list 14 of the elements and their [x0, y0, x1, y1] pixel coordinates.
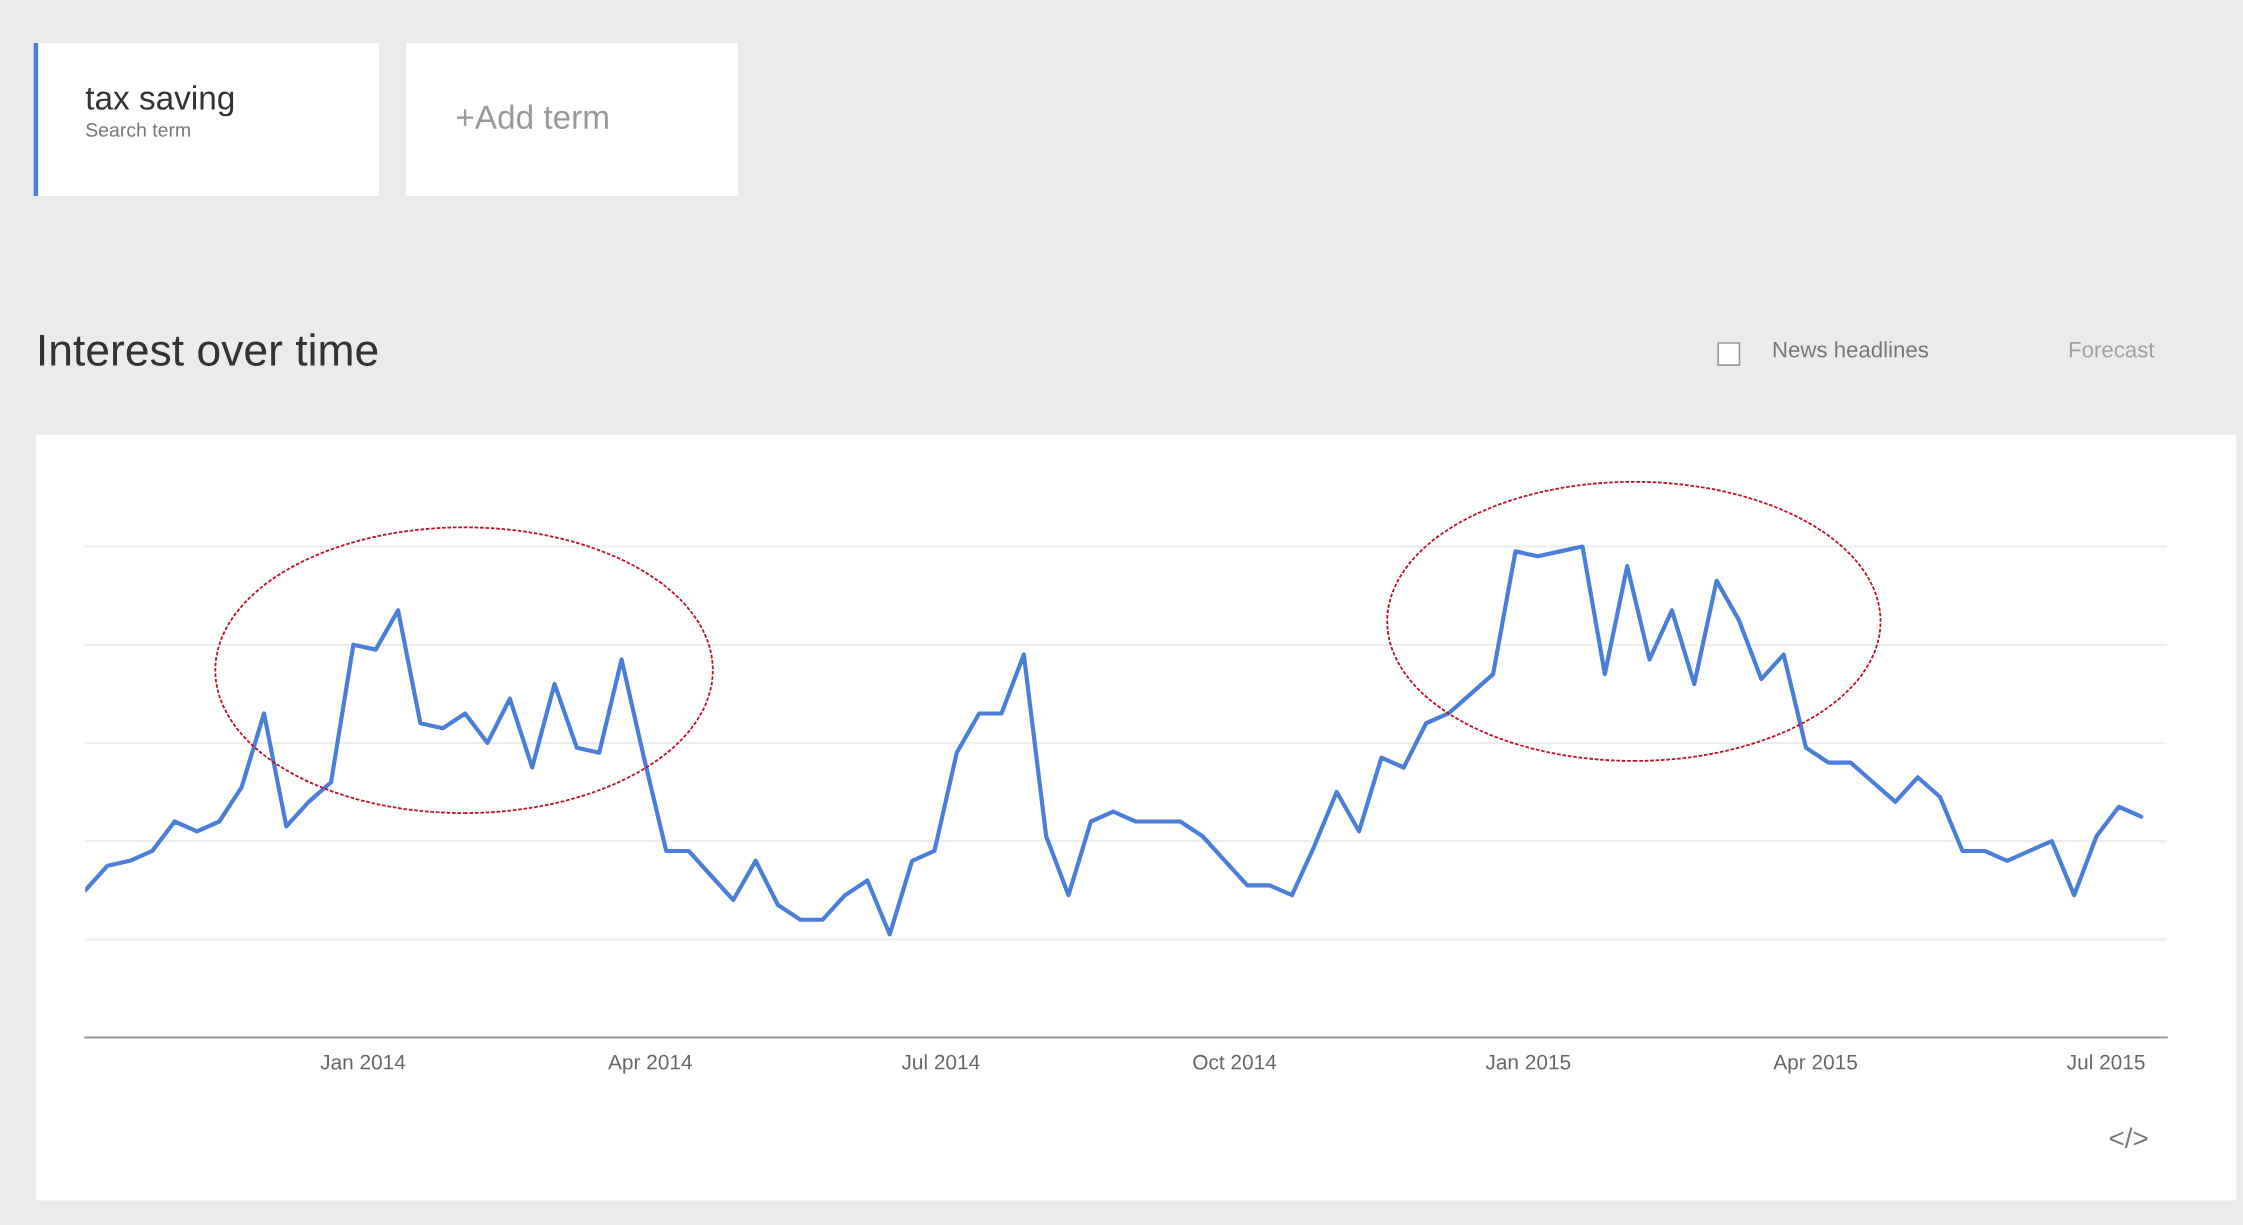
x-tick-label: Jul 2015: [2067, 1054, 2145, 1070]
x-tick-label: Apr 2014: [608, 1054, 692, 1074]
legend-title: Search term: [86, 122, 190, 137]
chart-title: Interest over time: [39, 333, 378, 366]
x-tick-label: Jul 2014: [901, 1054, 980, 1070]
text: </>: [2109, 1127, 2148, 1148]
x-tick-label: Apr 2015: [1773, 1054, 1857, 1074]
text: Forecast: [2069, 342, 2155, 358]
x-tick-label: Jan 2015: [1485, 1054, 1571, 1070]
text: +Add term: [456, 104, 608, 129]
x-tick-label: Oct 2014: [1193, 1054, 1277, 1070]
text: tax saving: [85, 85, 234, 117]
text: News headlines: [1773, 341, 1929, 358]
x-tick-label: Jan 2014: [320, 1054, 406, 1070]
